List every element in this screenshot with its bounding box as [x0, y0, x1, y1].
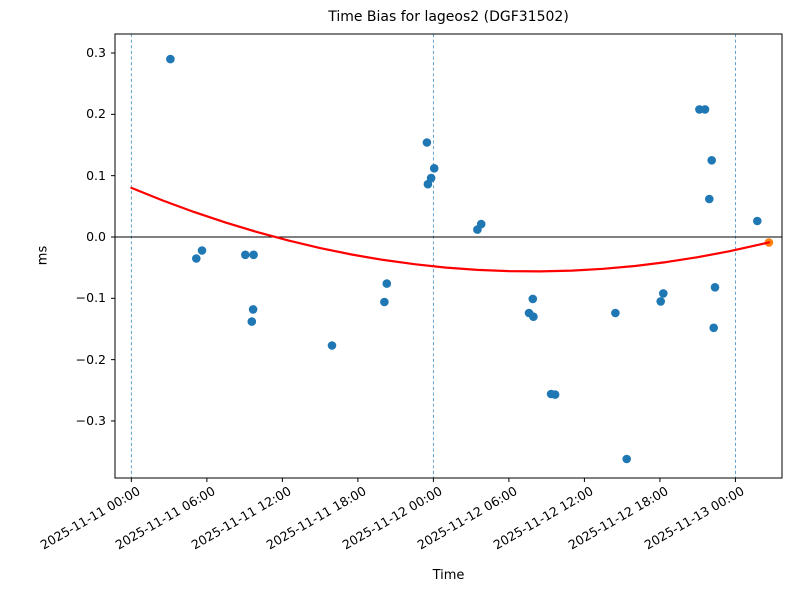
time-bias-measurements-point [248, 305, 258, 314]
time-bias-measurements-point [327, 341, 337, 350]
time-bias-measurements-point [247, 317, 257, 326]
time-bias-measurements-point [528, 294, 538, 304]
y-tick-label: −0.1 [75, 290, 106, 306]
time-bias-measurements-point [166, 54, 175, 64]
y-tick-label: −0.3 [75, 412, 106, 428]
time-bias-measurements-point [709, 323, 718, 333]
time-bias-measurements-point [707, 156, 716, 165]
polynomial-fit-curve [130, 186, 770, 273]
axes-spines [114, 33, 783, 479]
y-tick-label: 0.0 [86, 228, 106, 244]
time-bias-measurements-point [241, 250, 250, 260]
y-tick-label: −0.2 [75, 351, 106, 367]
time-bias-measurements-point [249, 250, 258, 260]
time-bias-measurements-point [622, 454, 631, 464]
y-tick-label: 0.2 [86, 106, 106, 122]
time-bias-measurements-point [382, 279, 392, 288]
time-bias-measurements-point [422, 138, 432, 147]
time-bias-measurements-point [192, 254, 201, 263]
x-axis-label: Time [432, 568, 465, 583]
time-bias-measurements-point [710, 283, 720, 292]
time-bias-measurements-point [529, 312, 538, 322]
time-bias-measurements-point [197, 246, 207, 255]
time-bias-measurements-point [700, 105, 710, 114]
time-bias-measurements-point [705, 194, 714, 204]
time-bias-measurements-point [659, 289, 668, 298]
y-tick-label: 0.3 [86, 45, 106, 60]
time-bias-measurements-point [753, 216, 762, 226]
time-bias-measurements-point [550, 390, 560, 399]
time-bias-measurements-point [426, 173, 436, 183]
time-bias-measurements-point [656, 297, 665, 306]
y-tick-label: 0.1 [86, 167, 106, 183]
time-bias-measurements-point [476, 219, 486, 229]
chart-title: Time Bias for lageos2 (DGF31502) [328, 9, 569, 25]
time-bias-measurements-point [380, 297, 389, 307]
time-bias-measurements-point [429, 164, 439, 173]
time-bias-measurements-point [611, 308, 620, 318]
